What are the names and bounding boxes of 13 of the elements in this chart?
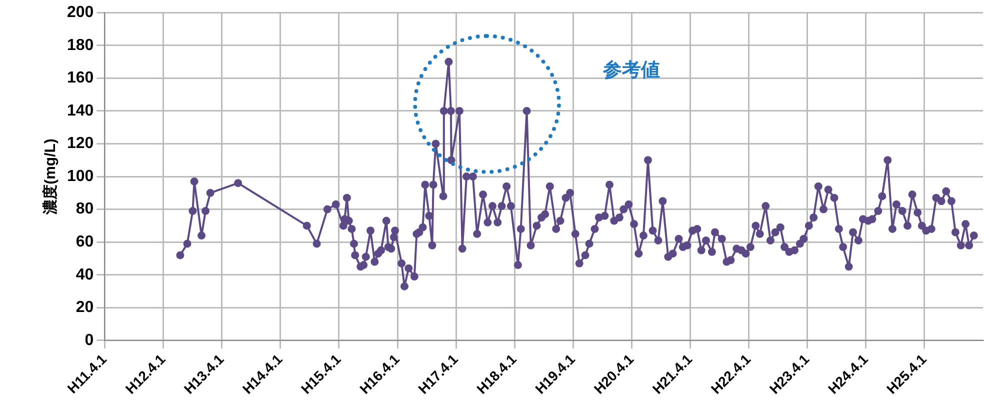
y-tick-label: 160 bbox=[66, 70, 94, 87]
y-tick-label: 80 bbox=[76, 200, 94, 218]
y-tick-label: 180 bbox=[66, 36, 94, 54]
y-tick-label: 120 bbox=[66, 135, 94, 152]
y-tick-label: 0 bbox=[84, 332, 94, 349]
y-tick-label: 200 bbox=[66, 4, 94, 22]
y-tick-label: 40 bbox=[76, 266, 94, 284]
y-tick-label: 60 bbox=[76, 234, 94, 250]
annotation: 参考値 bbox=[602, 58, 660, 81]
y-tick-label: 140 bbox=[66, 102, 94, 120]
y-axis-title: 濃度(mg/L) bbox=[41, 138, 60, 216]
y-tick-label: 100 bbox=[66, 168, 94, 185]
y-tick-label: 20 bbox=[76, 299, 94, 316]
